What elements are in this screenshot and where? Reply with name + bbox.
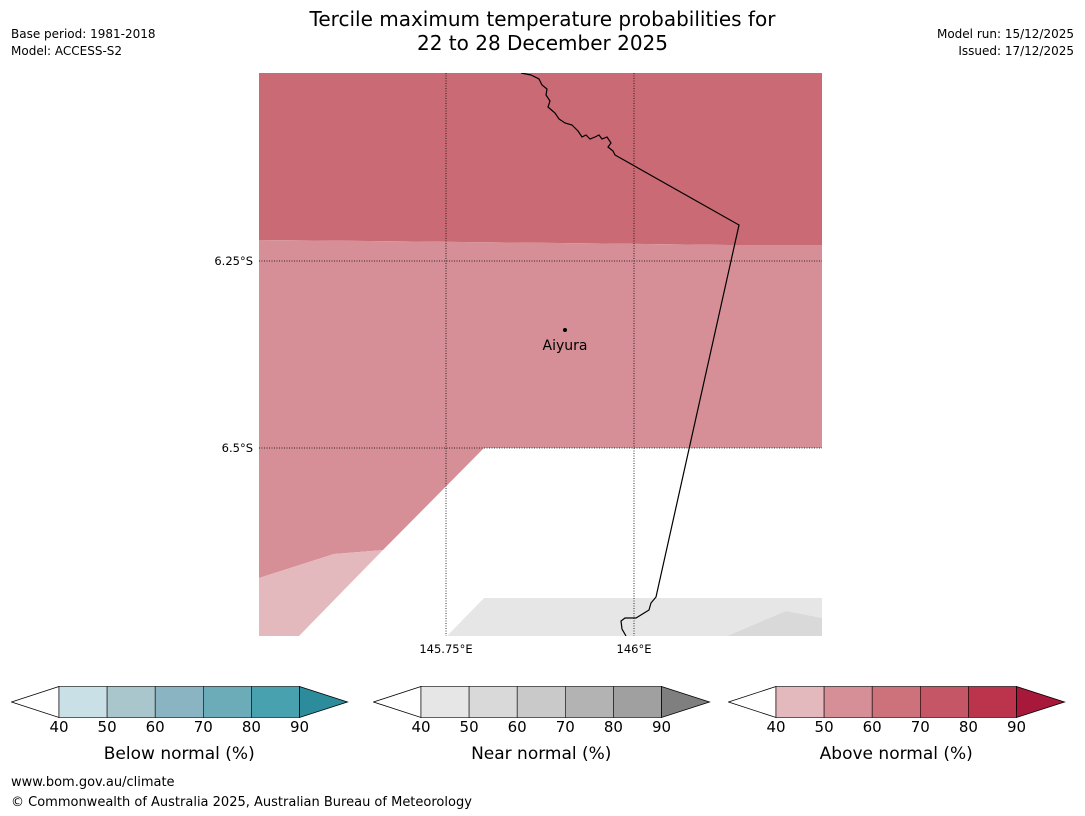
colorbar-tick-label: 90 (651, 718, 672, 736)
footer-url: www.bom.gov.au/climate (11, 775, 175, 790)
colorbar-tick-label: 60 (145, 718, 165, 736)
chart-title: Tercile maximum temperature probabilitie… (0, 7, 1085, 55)
issued-date: Issued: 17/12/2025 (958, 44, 1074, 58)
colorbar-tick-label: 60 (507, 718, 527, 736)
colorbar-under-extension (728, 686, 777, 719)
colorbar-tick-label: 70 (555, 718, 575, 736)
colorbar-tick-label: 80 (958, 718, 978, 736)
colorbar-segment (565, 686, 614, 718)
footer-copyright: © Commonwealth of Australia 2025, Austra… (11, 795, 472, 810)
colorbar-tick-label: 70 (910, 718, 930, 736)
colorbar-tick-label: 50 (459, 718, 479, 736)
colorbar-segment (106, 686, 156, 718)
colorbar-segment (420, 686, 470, 718)
colorbar-tick-label: 40 (49, 718, 69, 736)
colorbar-tick-label: 70 (193, 718, 213, 736)
colorbar-segment (775, 686, 825, 718)
colorbar-over-extension (661, 686, 711, 719)
region-above-50 (259, 240, 822, 578)
colorbar-segment (58, 686, 108, 718)
colorbar-segment (203, 686, 252, 718)
lon-label-145-75: 145.75°E (419, 642, 473, 656)
lat-label-6-5: 6.5°S (221, 441, 253, 455)
region-near-50 (727, 611, 822, 636)
colorbar-segment (968, 686, 1017, 718)
colorbar-tick-label: 80 (241, 718, 261, 736)
colorbar-segment (823, 686, 873, 718)
base-period: Base period: 1981-2018 (11, 27, 156, 41)
region-above-70 (259, 73, 822, 245)
colorbar-tick-label: 80 (603, 718, 623, 736)
lat-label-6-25: 6.25°S (214, 254, 253, 268)
title-line-1: Tercile maximum temperature probabilitie… (309, 7, 776, 31)
colorbar-tick-label: 50 (814, 718, 834, 736)
colorbar-2 (373, 686, 711, 719)
colorbar-over-extension (1016, 686, 1066, 719)
colorbar-segment (613, 686, 662, 718)
colorbar-tick-label: 60 (862, 718, 882, 736)
colorbar-segment (516, 686, 566, 718)
colorbar-title: Near normal (%) (471, 744, 612, 764)
colorbar-over-extension (299, 686, 349, 719)
region-above-40 (259, 550, 383, 636)
colorbar-title: Above normal (%) (819, 744, 973, 764)
colorbar-tick-label: 90 (1006, 718, 1027, 736)
colorbar-segment (468, 686, 518, 718)
boundary-line (520, 73, 740, 636)
model-name: Model: ACCESS-S2 (11, 44, 123, 58)
colorbar-1 (11, 686, 349, 719)
colorbar-tick-label: 40 (411, 718, 431, 736)
colorbar-segment (920, 686, 969, 718)
colorbar-under-extension (373, 686, 422, 719)
colorbar-title: Below normal (%) (103, 744, 255, 764)
colorbar-segment (251, 686, 300, 718)
model-run: Model run: 15/12/2025 (936, 27, 1074, 41)
colorbar-tick-label: 40 (766, 718, 786, 736)
colorbar-segment (871, 686, 921, 718)
meta-right: Model run: 15/12/2025 Issued: 17/12/2025 (937, 26, 1074, 60)
forecast-map: Aiyura (259, 73, 822, 636)
colorbar-under-extension (11, 686, 60, 719)
colorbar-segment (154, 686, 204, 718)
title-line-2: 22 to 28 December 2025 (416, 31, 668, 55)
region-near-40 (447, 598, 822, 636)
meta-left: Base period: 1981-2018 Model: ACCESS-S2 (11, 26, 156, 60)
colorbar-3 (728, 686, 1066, 719)
aiyura-label: Aiyura (543, 338, 588, 354)
colorbar-tick-label: 50 (97, 718, 117, 736)
lon-label-146: 146°E (616, 642, 652, 656)
aiyura-marker (563, 328, 567, 332)
colorbar-tick-label: 90 (289, 718, 310, 736)
